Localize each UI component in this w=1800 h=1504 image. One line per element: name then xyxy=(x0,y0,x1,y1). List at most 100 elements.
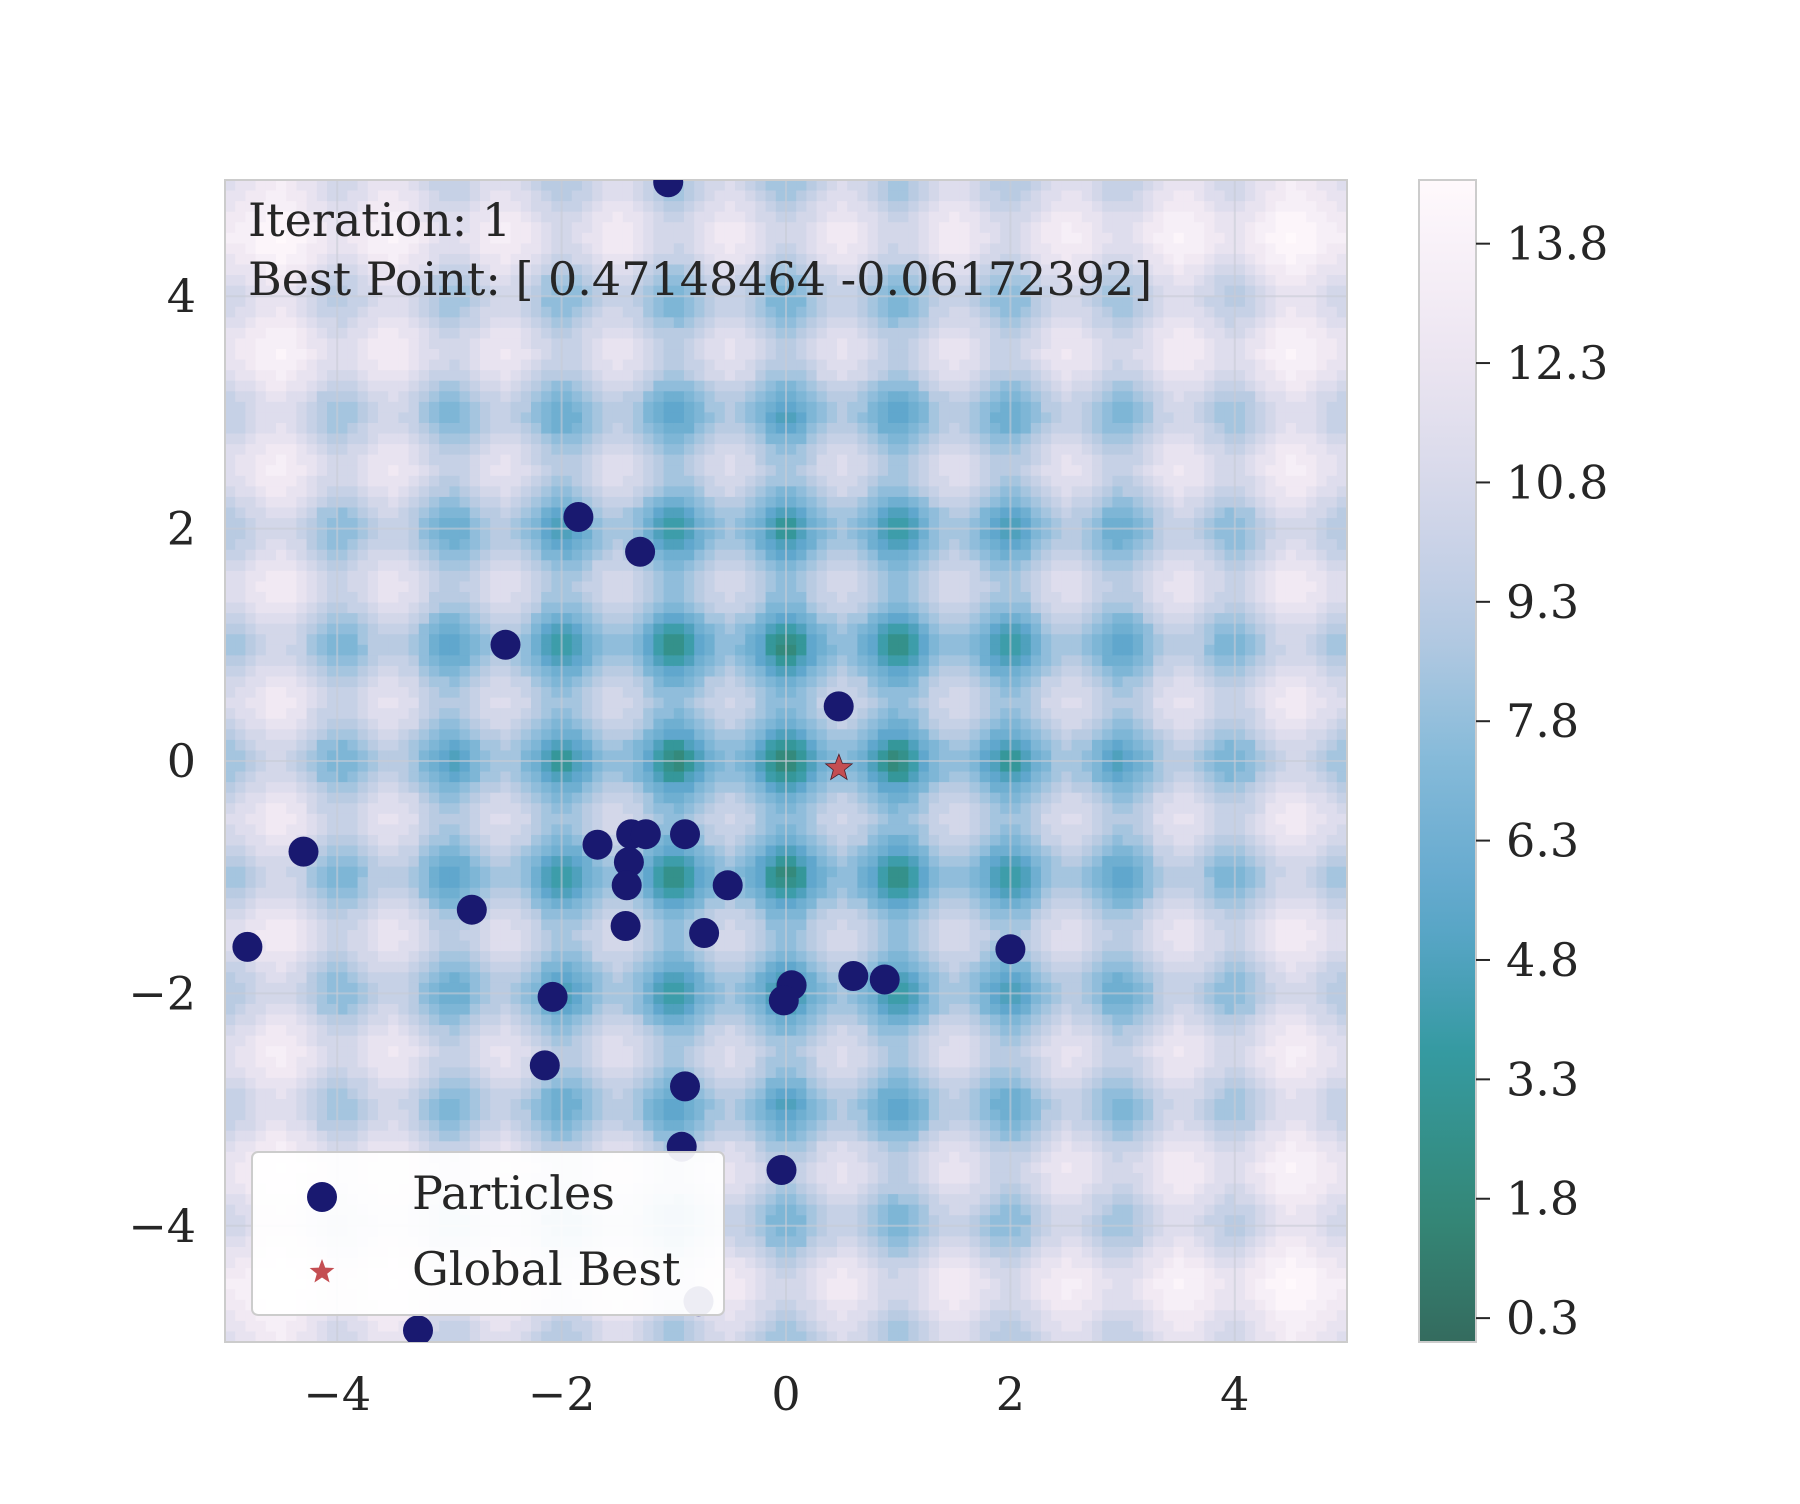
contour-cell xyxy=(582,813,593,825)
contour-cell xyxy=(388,718,399,730)
contour-cell xyxy=(235,433,246,445)
contour-cell xyxy=(541,972,552,984)
contour-cell xyxy=(255,518,267,530)
contour-cell xyxy=(398,792,410,804)
contour-cell xyxy=(592,961,603,973)
contour-cell xyxy=(347,180,359,192)
contour-cell xyxy=(378,708,389,720)
contour-cell xyxy=(388,349,399,361)
contour-cell xyxy=(531,380,542,392)
contour-cell xyxy=(561,285,573,297)
contour-cell xyxy=(622,708,634,720)
contour-cell xyxy=(316,1320,328,1333)
contour-cell xyxy=(459,1067,471,1079)
contour-cell xyxy=(235,602,246,614)
contour-cell xyxy=(367,908,379,921)
contour-cell xyxy=(235,898,246,910)
contour-cell xyxy=(316,327,328,340)
contour-cell xyxy=(225,665,236,678)
contour-cell xyxy=(582,380,593,392)
contour-cell xyxy=(255,856,267,868)
contour-cell xyxy=(276,634,287,646)
contour-cell xyxy=(367,1014,379,1026)
contour-cell xyxy=(265,739,277,752)
contour-cell xyxy=(245,718,257,730)
contour-cell xyxy=(561,1046,573,1058)
contour-cell xyxy=(418,982,430,994)
contour-cell xyxy=(286,665,297,678)
contour-cell xyxy=(357,792,369,804)
contour-cell xyxy=(520,982,532,994)
contour-cell xyxy=(327,560,338,572)
contour-cell xyxy=(398,454,410,466)
contour-cell xyxy=(378,1035,389,1047)
contour-cell xyxy=(500,465,512,477)
contour-cell xyxy=(520,1120,532,1132)
contour-cell xyxy=(561,317,573,329)
contour-cell xyxy=(378,824,389,836)
contour-cell xyxy=(306,687,318,699)
contour-cell xyxy=(265,359,277,371)
contour-cell xyxy=(296,866,308,878)
contour-cell xyxy=(306,232,318,244)
contour-cell xyxy=(643,1109,654,1121)
contour-cell xyxy=(531,591,542,604)
contour-cell xyxy=(480,528,491,540)
contour-cell xyxy=(245,993,257,1005)
contour-cell xyxy=(418,211,430,223)
contour-cell xyxy=(296,422,308,435)
contour-cell xyxy=(480,518,491,530)
contour-cell xyxy=(571,264,583,276)
contour-cell xyxy=(357,349,369,361)
contour-cell xyxy=(347,222,359,234)
contour-cell xyxy=(520,549,532,561)
contour-cell xyxy=(622,444,634,456)
contour-cell xyxy=(378,253,389,266)
contour-cell xyxy=(673,718,685,730)
contour-cell xyxy=(612,422,624,435)
contour-cell xyxy=(439,232,450,244)
contour-cell xyxy=(663,1331,675,1342)
contour-cell xyxy=(663,782,675,794)
contour-cell xyxy=(306,486,318,498)
contour-cell xyxy=(225,243,236,255)
contour-cell xyxy=(643,412,654,424)
contour-cell xyxy=(378,1067,389,1079)
contour-cell xyxy=(347,296,359,308)
contour-cell xyxy=(459,940,471,952)
contour-cell xyxy=(459,518,471,530)
contour-cell xyxy=(592,412,603,424)
contour-cell xyxy=(357,1025,369,1037)
contour-cell xyxy=(571,306,583,318)
contour-cell xyxy=(480,222,491,234)
contour-cell xyxy=(449,718,461,730)
contour-cell xyxy=(306,412,318,424)
contour-cell xyxy=(643,856,654,868)
contour-cell xyxy=(653,317,665,329)
contour-cell xyxy=(500,1320,512,1333)
contour-cell xyxy=(378,211,389,223)
contour-cell xyxy=(276,285,287,297)
contour-cell xyxy=(398,391,410,403)
contour-cell xyxy=(500,391,512,403)
contour-cell xyxy=(520,349,532,361)
contour-cell xyxy=(388,1067,399,1079)
contour-cell xyxy=(347,264,359,276)
contour-cell xyxy=(571,877,583,889)
contour-cell xyxy=(388,602,399,614)
contour-cell xyxy=(367,496,379,509)
contour-cell xyxy=(337,211,348,223)
contour-cell xyxy=(265,1067,277,1079)
contour-cell xyxy=(643,697,654,709)
contour-cell xyxy=(612,465,624,477)
contour-cell xyxy=(612,845,624,857)
contour-cell xyxy=(633,1003,644,1016)
contour-cell xyxy=(378,856,389,868)
contour-cell xyxy=(602,380,614,392)
contour-cell xyxy=(357,919,369,931)
contour-cell xyxy=(622,1014,634,1026)
contour-cell xyxy=(561,454,573,466)
contour-cell xyxy=(520,940,532,952)
contour-cell xyxy=(225,1268,236,1280)
contour-cell xyxy=(531,602,542,614)
